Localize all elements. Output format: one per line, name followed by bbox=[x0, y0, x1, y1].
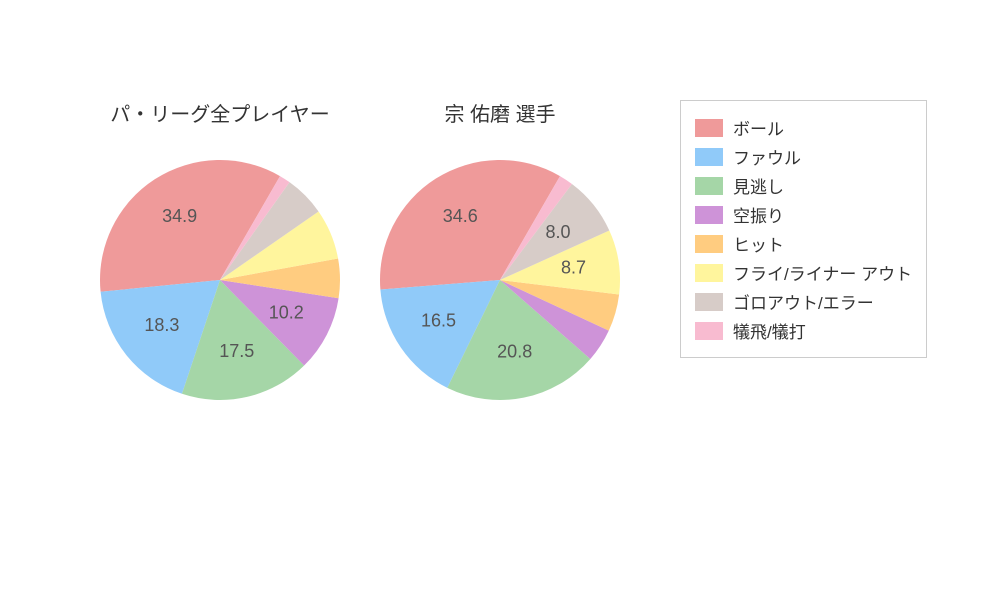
legend-label: フライ/ライナー アウト bbox=[733, 260, 912, 285]
pie-title: 宗 佑磨 選手 bbox=[400, 98, 600, 127]
legend-label: 犠飛/犠打 bbox=[733, 318, 806, 343]
slice-label: 17.5 bbox=[219, 341, 254, 361]
legend-swatch bbox=[695, 177, 723, 195]
legend-item: 空振り bbox=[695, 202, 912, 227]
pie-chart: 34.9 18.3 17.5 10.2 bbox=[90, 150, 350, 410]
slice-label: 8.7 bbox=[561, 257, 586, 277]
legend-label: ゴロアウト/エラー bbox=[733, 289, 874, 314]
legend-swatch bbox=[695, 148, 723, 166]
slice-label: 18.3 bbox=[144, 315, 179, 335]
slice-label: 34.6 bbox=[443, 206, 478, 226]
legend-swatch bbox=[695, 119, 723, 137]
legend-label: 空振り bbox=[733, 202, 784, 227]
legend-swatch bbox=[695, 322, 723, 340]
legend-label: 見逃し bbox=[733, 173, 784, 198]
slice-label: 20.8 bbox=[497, 342, 532, 362]
slice-label: 34.9 bbox=[162, 206, 197, 226]
legend-item: 犠飛/犠打 bbox=[695, 318, 912, 343]
legend-item: ファウル bbox=[695, 144, 912, 169]
pie-title: パ・リーグ全プレイヤー bbox=[110, 98, 330, 127]
legend-label: ヒット bbox=[733, 231, 784, 256]
legend-item: ヒット bbox=[695, 231, 912, 256]
legend-item: 見逃し bbox=[695, 173, 912, 198]
legend-swatch bbox=[695, 264, 723, 282]
legend-label: ファウル bbox=[733, 144, 801, 169]
legend-item: ボール bbox=[695, 115, 912, 140]
legend-item: ゴロアウト/エラー bbox=[695, 289, 912, 314]
chart-container: パ・リーグ全プレイヤー 34.9 18.3 17.5 10.2 宗 佑磨 選手 34.6 16… bbox=[0, 0, 1000, 600]
slice-label: 16.5 bbox=[421, 311, 456, 331]
legend-swatch bbox=[695, 206, 723, 224]
pie-chart: 34.6 16.5 20.8 8.7 8.0 bbox=[370, 150, 630, 410]
legend: ボールファウル見逃し空振りヒットフライ/ライナー アウトゴロアウト/エラー犠飛/… bbox=[680, 100, 927, 358]
slice-label: 8.0 bbox=[545, 222, 570, 242]
legend-item: フライ/ライナー アウト bbox=[695, 260, 912, 285]
legend-label: ボール bbox=[733, 115, 784, 140]
legend-swatch bbox=[695, 293, 723, 311]
legend-swatch bbox=[695, 235, 723, 253]
slice-label: 10.2 bbox=[269, 303, 304, 323]
